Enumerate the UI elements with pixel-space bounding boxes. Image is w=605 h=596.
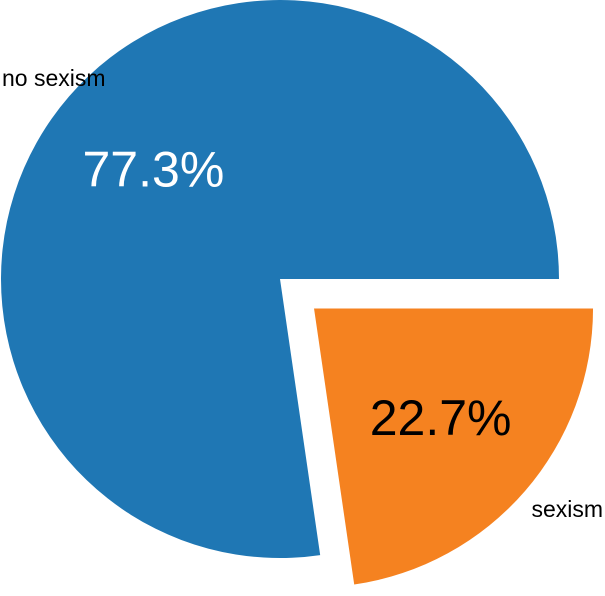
pie-labels: 77.3% no sexism 22.7% sexism	[2, 65, 603, 522]
pie-value-label-sexism: 22.7%	[370, 390, 512, 446]
pie-slices	[1, 0, 594, 585]
pie-slice-no-sexism	[1, 0, 559, 558]
pie-value-label-no-sexism: 77.3%	[83, 141, 225, 197]
pie-slice-sexism	[314, 308, 594, 585]
pie-category-label-sexism: sexism	[531, 496, 603, 522]
pie-category-label-no-sexism: no sexism	[2, 65, 106, 91]
